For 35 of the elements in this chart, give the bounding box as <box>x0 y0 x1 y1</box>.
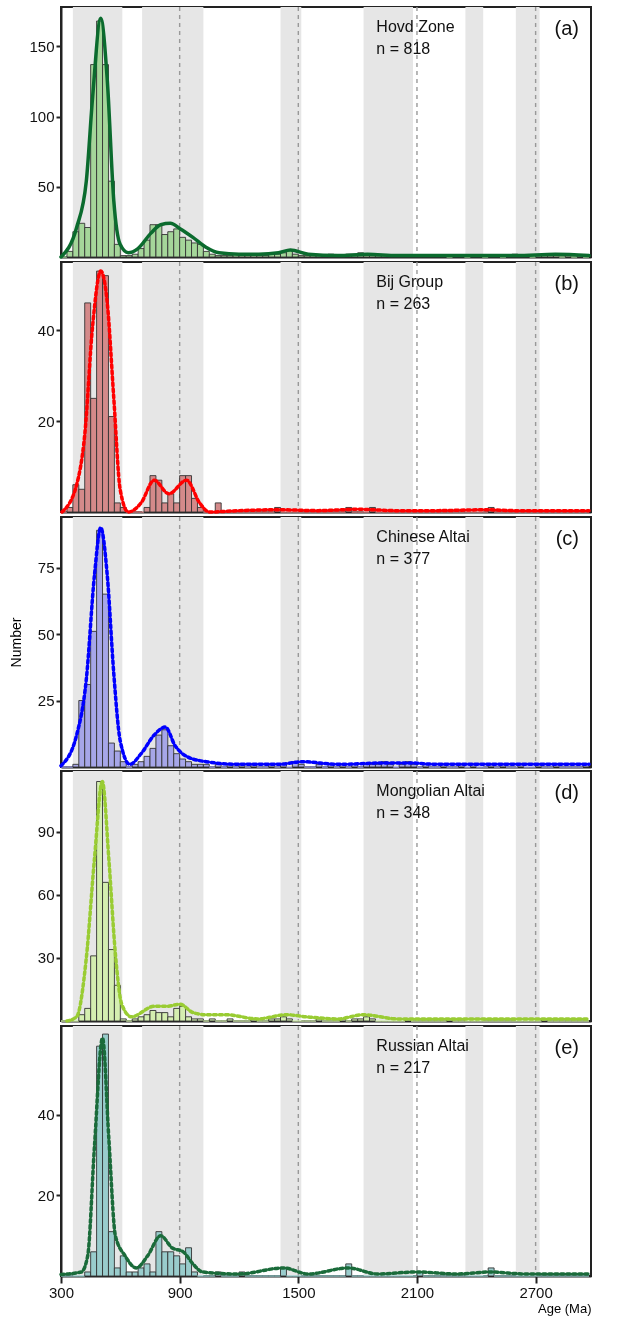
x-axis-title: Age (Ma) <box>538 1300 592 1316</box>
annotation: Bij Group <box>376 273 444 290</box>
y-tick-label: 40 <box>37 1106 55 1124</box>
annotation: n = 217 <box>376 1059 431 1076</box>
y-axis-title: Number <box>7 617 24 668</box>
annotation: (a) <box>554 17 579 39</box>
x-tick-label: 2100 <box>400 1283 435 1301</box>
annotation: Mongolian Altai <box>376 782 485 799</box>
y-tick-label: 90 <box>37 823 55 841</box>
x-tick-label: 1500 <box>282 1283 316 1301</box>
annotation: (d) <box>554 781 579 803</box>
y-tick-label: 20 <box>37 1186 55 1204</box>
annotation: (c) <box>555 527 579 549</box>
y-tick-label: 50 <box>37 178 55 196</box>
y-tick-label: 100 <box>29 108 55 126</box>
y-tick-label: 25 <box>37 692 55 710</box>
annotation: (e) <box>554 1036 579 1058</box>
annotation: n = 263 <box>376 295 431 312</box>
annotation: Chinese Altai <box>376 528 470 545</box>
annotation: Hovd Zone <box>376 18 455 35</box>
annotation: n = 377 <box>376 550 431 567</box>
x-tick-label: 300 <box>48 1283 75 1301</box>
annotation: Russian Altai <box>376 1037 469 1054</box>
y-tick-label: 40 <box>37 321 55 339</box>
y-tick-label: 150 <box>29 37 55 55</box>
x-tick-label: 2700 <box>519 1283 553 1301</box>
y-tick-label: 50 <box>37 625 55 643</box>
y-tick-label: 75 <box>37 559 55 577</box>
y-tick-label: 20 <box>37 412 55 430</box>
annotation: n = 348 <box>376 804 431 821</box>
annotation: (b) <box>554 272 579 294</box>
y-tick-label: 30 <box>37 949 55 967</box>
y-tick-label: 60 <box>37 886 55 904</box>
x-tick-label: 900 <box>167 1283 193 1301</box>
annotation: n = 818 <box>376 40 431 57</box>
